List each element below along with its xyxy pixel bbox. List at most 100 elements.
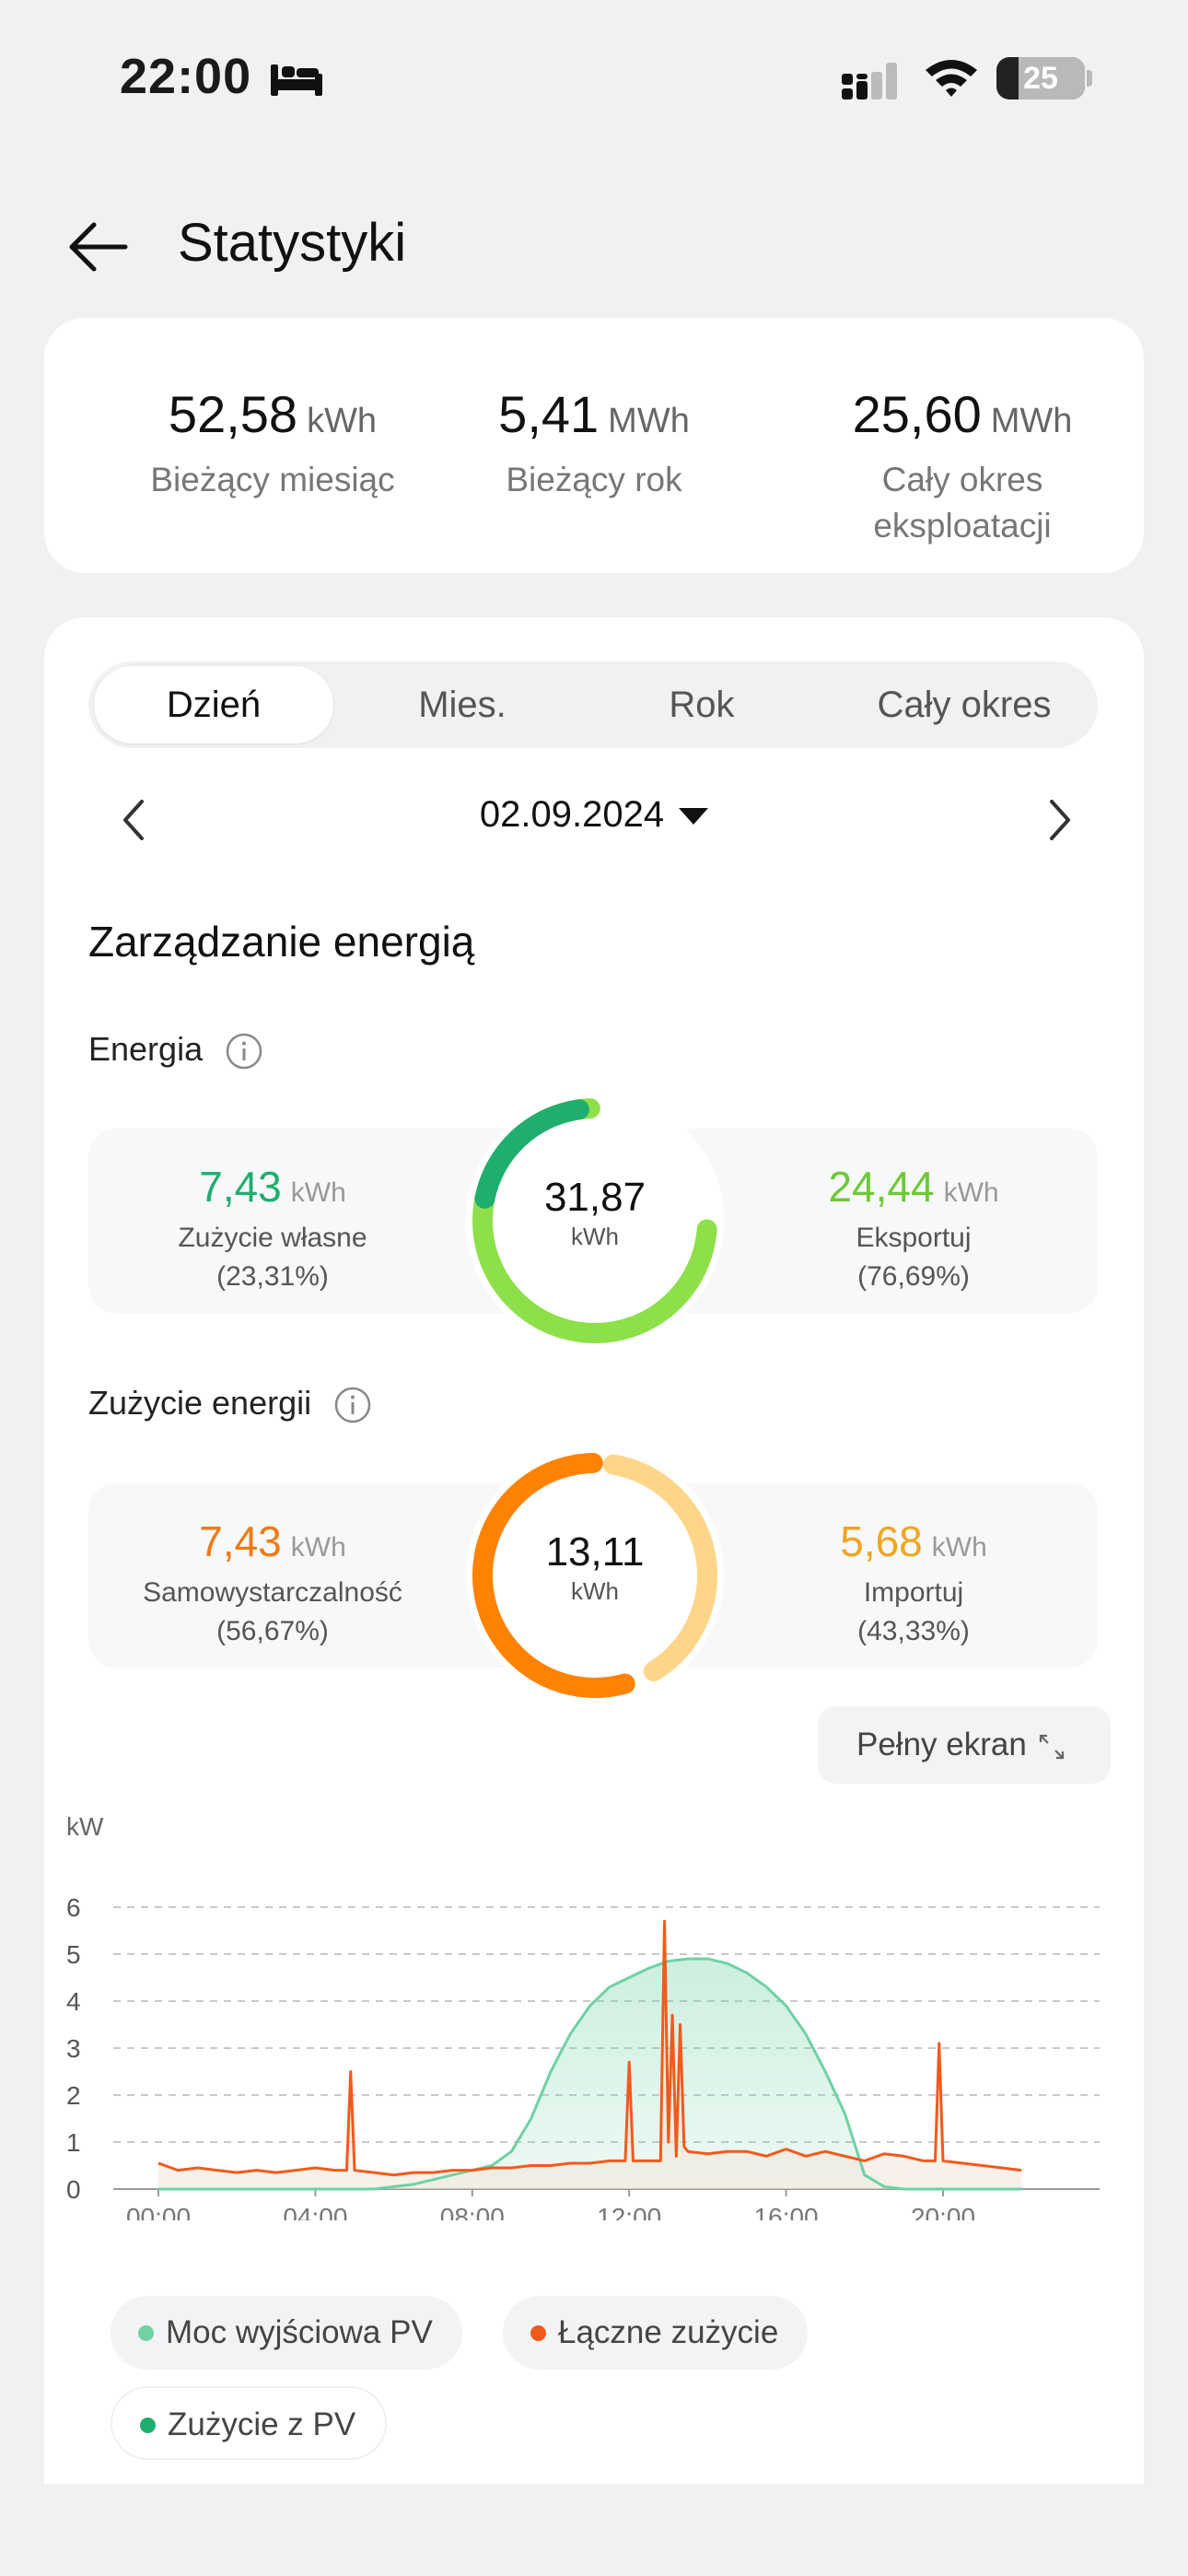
x-tick-label: 12:00 [597, 2203, 661, 2220]
chevron-right-icon[interactable] [1031, 792, 1087, 848]
date-label: 02.09.2024 [479, 794, 665, 835]
consumption-import-unit: kWh [931, 1532, 987, 1563]
power-chart: kW 0 1 2 3 4 5 6 00:00 04:00 08:00 12:00 16:00 20:00 [66, 1812, 1100, 2220]
caret-down-icon [679, 808, 709, 825]
legend-total-consumption[interactable]: Łączne zużycie [503, 2296, 809, 2370]
energy-self-unit: kWh [290, 1177, 346, 1208]
x-tick-label: 20:00 [911, 2203, 975, 2220]
legend-pv-output[interactable]: Moc wyjściowa PV [111, 2296, 462, 2370]
consumption-total: 13,11 [545, 1529, 645, 1575]
legend-label: Zużycie z PV [168, 2406, 356, 2442]
summary-current-year: 5,41 MWh Bieżący rok [410, 384, 778, 503]
y-tick-label: 6 [66, 1893, 81, 1922]
expand-icon [1039, 1734, 1064, 1759]
y-tick-label: 5 [66, 1940, 81, 1969]
energy-self-value: 7,43 [199, 1163, 282, 1211]
consumption-donut-center: 13,11 kWh [466, 1446, 724, 1704]
energy-export: 24,44 kWh Eksportuj (76,69%) [729, 1162, 1098, 1296]
energy-donut: 31,87 kWh [466, 1092, 724, 1350]
y-tick-label: 4 [66, 1987, 81, 2016]
summary-value: 52,58 [168, 385, 298, 443]
x-tick-label: 04:00 [283, 2203, 347, 2220]
bed-icon [271, 64, 322, 96]
consumption-self-value: 7,43 [199, 1517, 282, 1565]
legend-pv-consumption[interactable]: Zużycie z PV [111, 2386, 388, 2460]
energy-total: 31,87 [543, 1175, 646, 1220]
consumption-self-sufficiency: 7,43 kWh Samowystarczalność (56,67%) [88, 1516, 457, 1651]
energy-export-value: 24,44 [828, 1163, 935, 1211]
summary-unit: kWh [307, 402, 378, 440]
status-bar: 22:00 25 [0, 0, 1188, 157]
summary-label: Bieżący miesiąc [150, 461, 395, 498]
y-tick-label: 3 [66, 2034, 81, 2063]
summary-unit: MWh [990, 402, 1073, 440]
consumption-self-percent: (56,67%) [216, 1616, 329, 1646]
summary-card: 52,58 kWh Bieżący miesiąc 5,41 MWh Bieżący… [44, 318, 1144, 573]
consumption-self-unit: kWh [290, 1532, 346, 1563]
period-tabs: Dzień Mies. Rok Cały okres [88, 662, 1098, 748]
energy-export-unit: kWh [943, 1177, 999, 1208]
consumption-donut: 13,11 kWh [466, 1446, 724, 1704]
energy-export-percent: (76,69%) [857, 1261, 970, 1292]
energy-donut-center: 31,87 kWh [466, 1092, 724, 1350]
energy-label-row: Energia [88, 1030, 263, 1071]
pv-area [158, 1959, 1022, 2189]
summary-label: Bieżący rok [506, 461, 682, 498]
y-tick-label: 0 [66, 2175, 81, 2204]
x-tick-label: 00:00 [126, 2203, 191, 2220]
legend-dot-total-consumption [530, 2325, 546, 2341]
tab-month[interactable]: Mies. [418, 685, 507, 725]
date-picker[interactable]: 02.09.2024 [44, 794, 1144, 836]
tab-lifetime[interactable]: Cały okres [877, 685, 1052, 725]
signal-icon [842, 63, 897, 100]
y-tick-label: 1 [66, 2128, 81, 2157]
consumption-total-unit: kWh [571, 1577, 619, 1605]
status-time: 22:00 [120, 49, 252, 104]
energy-self-consumption: 7,43 kWh Zużycie własne (23,31%) [88, 1162, 457, 1296]
tab-year[interactable]: Rok [669, 685, 735, 725]
energy-label: Energia [88, 1030, 204, 1068]
consumption-import-percent: (43,33%) [857, 1616, 970, 1646]
info-icon[interactable] [225, 1032, 263, 1071]
info-icon[interactable] [333, 1386, 372, 1424]
summary-unit: MWh [608, 402, 690, 440]
page-header: Statystyki [0, 193, 1188, 295]
y-tick-label: 2 [66, 2081, 81, 2110]
consumption-label-row: Zużycie energii [88, 1384, 372, 1424]
battery-level: 25 [1023, 61, 1058, 96]
consumption-import-value: 5,68 [840, 1517, 923, 1565]
consumption-import-label: Importuj [863, 1577, 964, 1608]
consumption-area [158, 1921, 1022, 2189]
section-title: Zarządzanie energią [88, 918, 475, 966]
summary-current-month: 52,58 kWh Bieżący miesiąc [88, 384, 457, 503]
energy-export-label: Eksportuj [856, 1223, 972, 1253]
back-arrow-icon[interactable] [64, 214, 131, 280]
tab-day[interactable]: Dzień [94, 666, 333, 744]
consumption-import: 5,68 kWh Importuj (43,33%) [729, 1516, 1098, 1651]
y-axis-label: kW [66, 1812, 104, 1841]
x-tick-label: 08:00 [440, 2203, 505, 2220]
summary-label: Cały okres eksploatacji [873, 461, 1052, 544]
summary-value: 25,60 [852, 385, 982, 443]
consumption-self-label: Samowystarczalność [143, 1577, 402, 1608]
consumption-donut-ring [472, 1453, 717, 1698]
summary-lifetime: 25,60 MWh Cały okres eksploatacji [824, 384, 1101, 549]
summary-value: 5,41 [498, 385, 600, 443]
energy-self-label: Zużycie własne [178, 1223, 367, 1253]
chevron-left-icon[interactable] [107, 792, 162, 848]
legend-label: Łączne zużycie [558, 2314, 779, 2350]
date-selector: 02.09.2024 [44, 783, 1144, 857]
total-consumption-line [157, 1919, 1022, 2177]
energy-donut-ring [472, 1098, 717, 1343]
battery-icon: 25 [996, 57, 1085, 100]
battery-tip [1087, 70, 1092, 87]
legend-label: Moc wyjściowa PV [166, 2314, 433, 2350]
x-tick-label: 16:00 [754, 2203, 819, 2220]
legend-dot-pv-output [138, 2325, 154, 2341]
statistics-card: Dzień Mies. Rok Cały okres 02.09.2024 Za… [44, 617, 1144, 2484]
consumption-label: Zużycie energii [88, 1384, 312, 1422]
wifi-icon [926, 60, 977, 97]
energy-self-percent: (23,31%) [216, 1261, 329, 1292]
fullscreen-label: Pełny ekran [856, 1727, 1027, 1762]
fullscreen-button[interactable]: Pełny ekran [818, 1706, 1111, 1784]
